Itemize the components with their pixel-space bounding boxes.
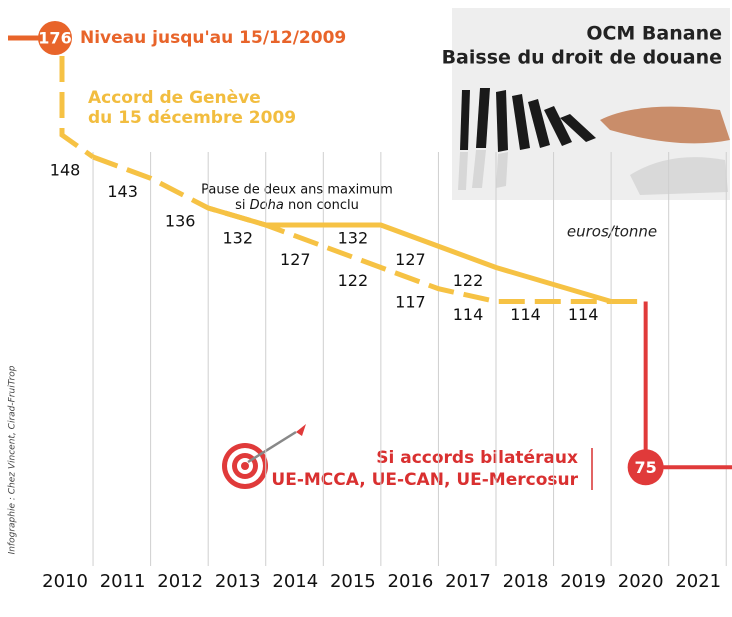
bilateral-marker <box>627 449 664 486</box>
data-label: 132 <box>338 229 369 248</box>
x-tick-label: 2012 <box>157 571 203 592</box>
data-label: 143 <box>107 182 138 201</box>
data-label: 114 <box>510 305 541 324</box>
annotation-part: si <box>235 198 250 213</box>
target-icon <box>222 424 306 489</box>
annotation-part: Doha <box>250 198 284 213</box>
x-tick-label: 2016 <box>388 571 434 592</box>
annotation: Accord de Genève <box>88 88 261 108</box>
x-tick-label: 2013 <box>215 571 261 592</box>
annotation: UE-MCCA, UE-CAN, UE-Mercosur <box>271 470 578 490</box>
photo <box>452 8 730 200</box>
annotation: Si accords bilatéraux <box>376 448 578 468</box>
start-label: Niveau jusqu'au 15/12/2009 <box>80 28 346 48</box>
start-marker <box>38 21 72 55</box>
series-line <box>92 154 612 304</box>
source: Infographie : Chez Vincent, Cirad-FruiTr… <box>8 365 18 554</box>
data-label: 127 <box>280 250 311 269</box>
data-label: 132 <box>222 229 253 248</box>
chart-subtitle: Baisse du droit de douane <box>442 47 722 69</box>
x-tick-label: 2020 <box>618 571 664 592</box>
unit-label: euros/tonne <box>567 223 657 241</box>
data-label: 127 <box>395 250 426 269</box>
start-value: 176 <box>38 29 71 48</box>
annotation: si Doha non conclu <box>235 198 359 213</box>
x-tick-label: 2017 <box>445 571 491 592</box>
x-tick-label: 2021 <box>675 571 721 592</box>
chart-title: OCM Banane <box>586 23 722 45</box>
x-tick-label: 2015 <box>330 571 376 592</box>
x-tick-label: 2011 <box>100 571 146 592</box>
x-tick-label: 2014 <box>272 571 318 592</box>
x-tick-label: 2010 <box>42 571 88 592</box>
annotation: du 15 décembre 2009 <box>88 108 296 128</box>
bilateral-value: 75 <box>635 458 657 477</box>
data-label: 117 <box>395 292 426 311</box>
data-label: 114 <box>568 305 599 324</box>
series-line <box>207 205 612 304</box>
x-tick-label: 2019 <box>560 571 606 592</box>
data-label: 114 <box>453 305 484 324</box>
x-tick-label: 2018 <box>503 571 549 592</box>
data-label: 136 <box>165 212 196 231</box>
annotation-part: non conclu <box>284 198 359 213</box>
data-label: 122 <box>338 271 369 290</box>
data-label: 122 <box>453 271 484 290</box>
annotation: Pause de deux ans maximum <box>201 183 393 198</box>
data-label: 148 <box>50 161 81 180</box>
connector <box>59 56 95 160</box>
